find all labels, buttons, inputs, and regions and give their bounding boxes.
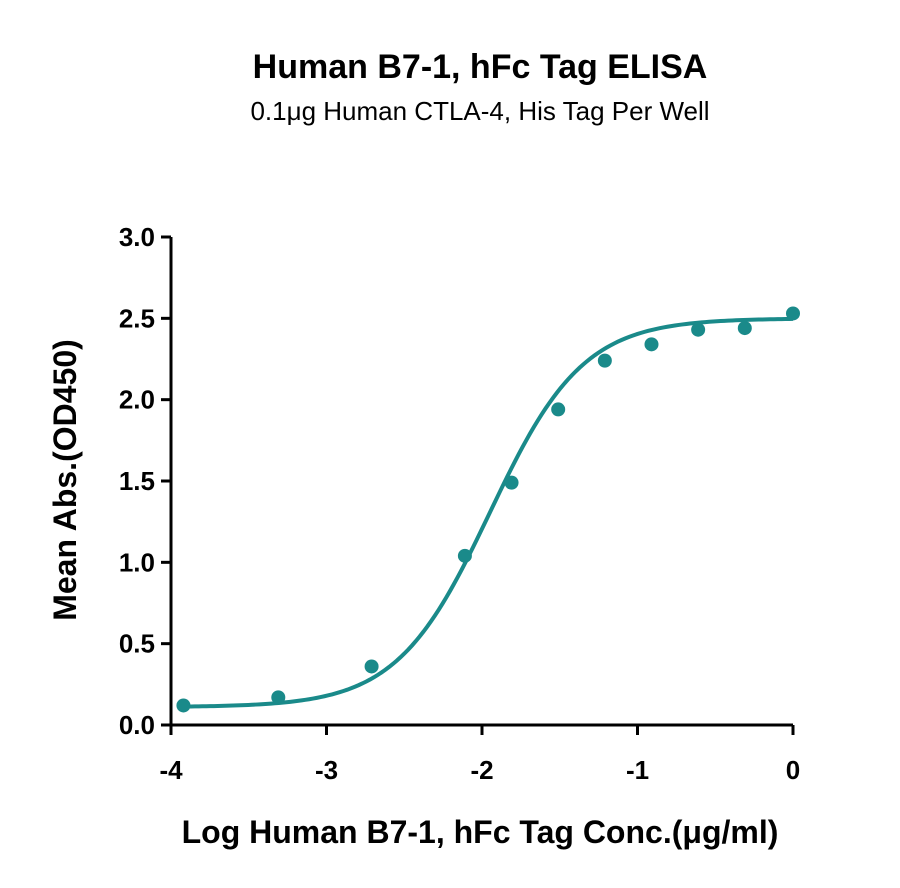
data-points xyxy=(176,306,800,713)
data-point xyxy=(644,337,659,352)
fit-curve xyxy=(183,316,794,709)
y-axis-ticks: 0.0 0.5 1.0 1.5 2.0 2.5 3.0 xyxy=(119,222,171,740)
data-point xyxy=(597,353,612,368)
x-tick-label: -1 xyxy=(626,755,649,785)
x-tick-label: 0 xyxy=(786,755,800,785)
data-point xyxy=(551,402,566,417)
y-tick-label: 2.0 xyxy=(119,385,155,415)
y-tick-label: 1.5 xyxy=(119,466,155,496)
y-tick-label: 1.0 xyxy=(119,547,155,577)
x-tick-label: -4 xyxy=(159,755,183,785)
x-axis-label: Log Human B7-1, hFc Tag Conc.(μg/ml) xyxy=(182,814,779,850)
data-point xyxy=(176,698,191,713)
y-tick-label: 2.5 xyxy=(119,303,155,333)
data-point xyxy=(737,321,752,336)
chart-subtitle: 0.1μg Human CTLA-4, His Tag Per Well xyxy=(250,96,709,126)
data-point xyxy=(457,548,472,563)
x-tick-label: -3 xyxy=(315,755,338,785)
data-point xyxy=(271,690,286,705)
x-tick-label: -2 xyxy=(470,755,493,785)
y-tick-label: 0.5 xyxy=(119,629,155,659)
data-point xyxy=(691,322,706,337)
y-tick-label: 0.0 xyxy=(119,710,155,740)
chart-title: Human B7-1, hFc Tag ELISA xyxy=(253,48,708,86)
y-tick-label: 3.0 xyxy=(119,222,155,252)
data-point xyxy=(786,306,800,321)
data-point xyxy=(364,659,379,674)
y-axis-label: Mean Abs.(OD450) xyxy=(47,339,83,621)
data-point xyxy=(504,475,519,490)
x-axis-ticks: -4 -3 -2 -1 0 xyxy=(159,725,800,785)
